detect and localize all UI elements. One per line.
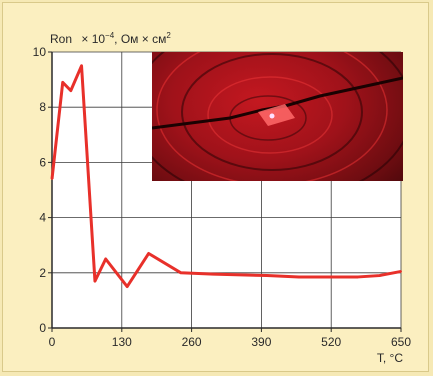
data-point: [93, 280, 96, 283]
data-point: [212, 273, 215, 276]
data-point: [378, 274, 381, 277]
x-tick-label: 520: [321, 335, 341, 349]
data-point: [357, 275, 360, 278]
data-point: [400, 270, 402, 273]
x-tick-label: 0: [49, 335, 56, 349]
y-tick-label: 8: [39, 100, 46, 114]
data-point: [126, 285, 129, 288]
series-line: [50, 64, 402, 289]
y-tick-label: 0: [39, 321, 46, 335]
grid: [52, 51, 402, 328]
y-tick-label: 2: [39, 266, 46, 280]
y-axis-title: Ron × 10−4, Ом × см2: [50, 31, 171, 46]
x-axis-title: T, °C: [377, 351, 403, 365]
y-tick-labels: 0 2 4 6 8 10: [33, 45, 52, 335]
data-point: [179, 271, 182, 274]
data-point: [80, 64, 83, 67]
y-tick-label: 4: [39, 211, 46, 225]
x-tick-label: 130: [112, 335, 132, 349]
data-point: [69, 89, 72, 92]
y-tick-label: 6: [39, 155, 46, 169]
data-point: [104, 258, 107, 260]
series-group: [50, 64, 402, 289]
data-point: [265, 274, 268, 277]
data-point: [147, 252, 150, 255]
inset-photo: [152, 52, 403, 181]
data-point: [51, 177, 53, 180]
x-tick-label: 390: [251, 335, 271, 349]
x-tick-labels: 0 130 260 390 520 650: [49, 328, 411, 349]
x-tick-label: 650: [391, 335, 411, 349]
data-point: [297, 275, 300, 278]
data-point: [330, 275, 333, 278]
data-point: [61, 81, 64, 84]
x-tick-label: 260: [182, 335, 202, 349]
y-tick-label: 10: [33, 45, 47, 59]
